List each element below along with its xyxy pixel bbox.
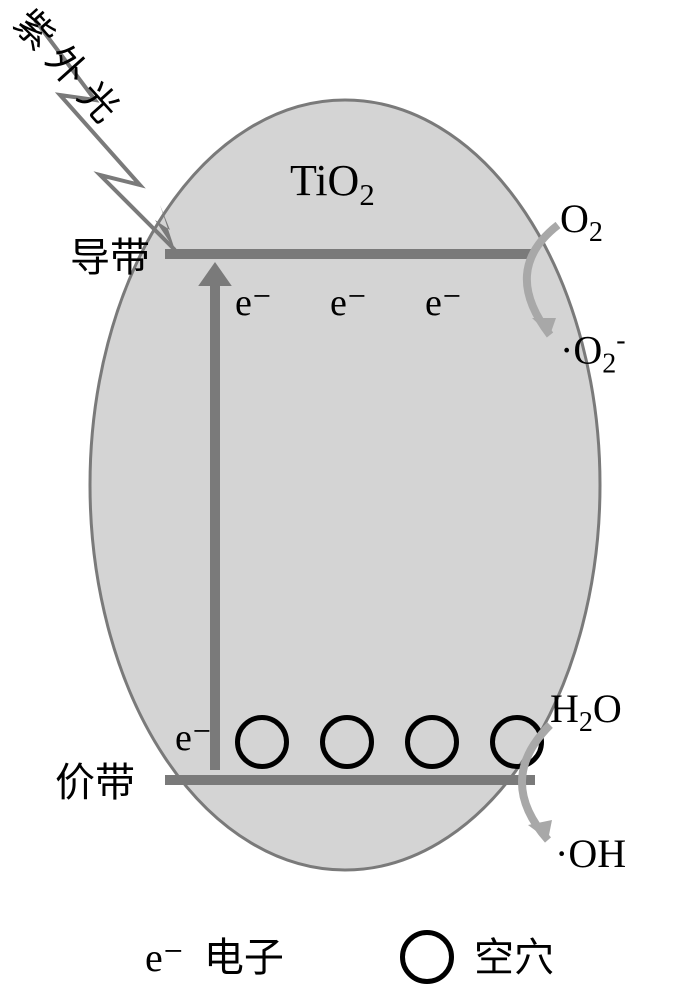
cb-electron-2: e⁻ [330,280,367,325]
hole-2 [320,715,374,769]
o2-out-label: ·O2- [560,325,626,380]
legend-hole-circle [400,930,454,984]
legend-hole-label: 空穴 [474,925,554,983]
cb-electron-3: e⁻ [425,280,462,325]
valence-band-label: 价带 [55,750,135,808]
h2o-in-label: H2O [550,685,622,739]
conduction-band-label: 导带 [70,225,150,283]
title-tio2: TiO2 [290,155,375,213]
legend-electron: e⁻ 电子 [145,925,284,983]
o2-in-label: O2 [560,195,603,249]
excitation-arrow [185,0,245,1000]
oh-out-label: ·OH [555,830,626,877]
hole-3 [405,715,459,769]
